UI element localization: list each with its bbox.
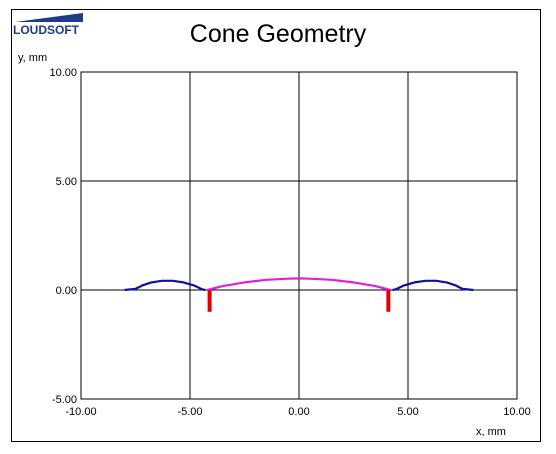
chart-title: Cone Geometry — [189, 20, 367, 48]
loudsoft-logo — [15, 13, 83, 22]
x-axis-label: x, mm — [476, 426, 506, 438]
y-tick-label: 5.00 — [56, 176, 77, 188]
logo-text: LOUDSOFT — [13, 23, 79, 37]
x-tick-label: -10.00 — [65, 406, 96, 418]
x-tick-label: -5.00 — [177, 406, 202, 418]
y-tick-label: 10.00 — [49, 67, 77, 79]
y-tick-label: 0.00 — [56, 285, 77, 297]
x-tick-label: 10.00 — [503, 406, 531, 418]
x-tick-label: 5.00 — [397, 406, 418, 418]
y-tick-label: -5.00 — [52, 394, 77, 406]
y-axis-label: y, mm — [18, 52, 48, 64]
series-line-1 — [124, 279, 206, 292]
series-line-3 — [207, 277, 391, 292]
logo-wedge — [15, 13, 83, 22]
x-tick-label: 0.00 — [288, 406, 309, 418]
series-line-2 — [392, 279, 474, 292]
chart-frame — [11, 9, 541, 442]
